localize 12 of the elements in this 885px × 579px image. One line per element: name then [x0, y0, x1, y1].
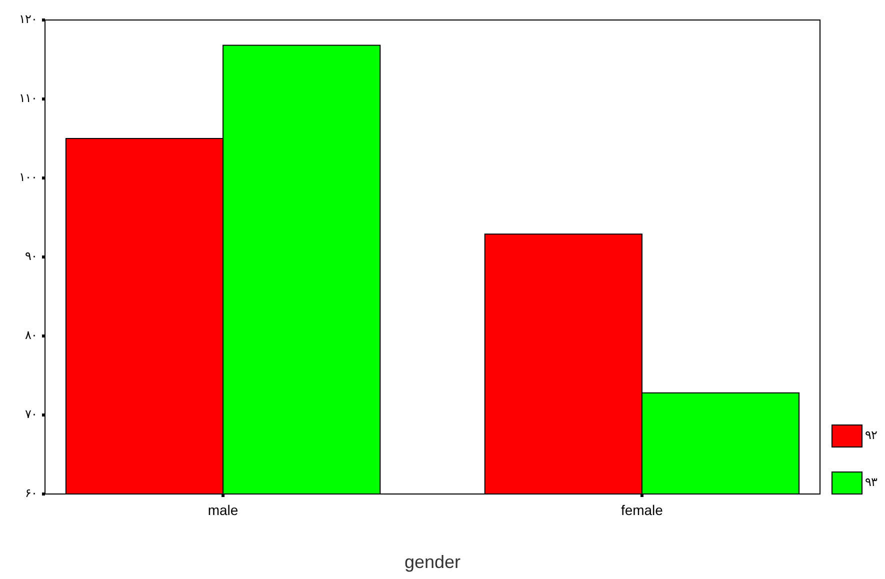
y-tick-label: ۷۰ — [25, 407, 37, 422]
y-tick-label: ۱۲۰ — [19, 12, 37, 26]
x-axis-title: gender — [404, 552, 461, 572]
y-tick-label: ۱۰۰ — [19, 170, 37, 184]
x-tick-label: male — [208, 502, 238, 518]
y-tick-label: ۸۰ — [25, 328, 37, 342]
x-tick-label: female — [620, 502, 664, 518]
y-tick-label: ۱۱۰ — [19, 91, 37, 106]
y-tick-label: ۹۰ — [25, 249, 37, 264]
legend-label: ۹۳ — [865, 475, 878, 490]
legend-label: ۹۲ — [865, 428, 877, 442]
y-tick-label: ۶۰ — [25, 486, 37, 500]
